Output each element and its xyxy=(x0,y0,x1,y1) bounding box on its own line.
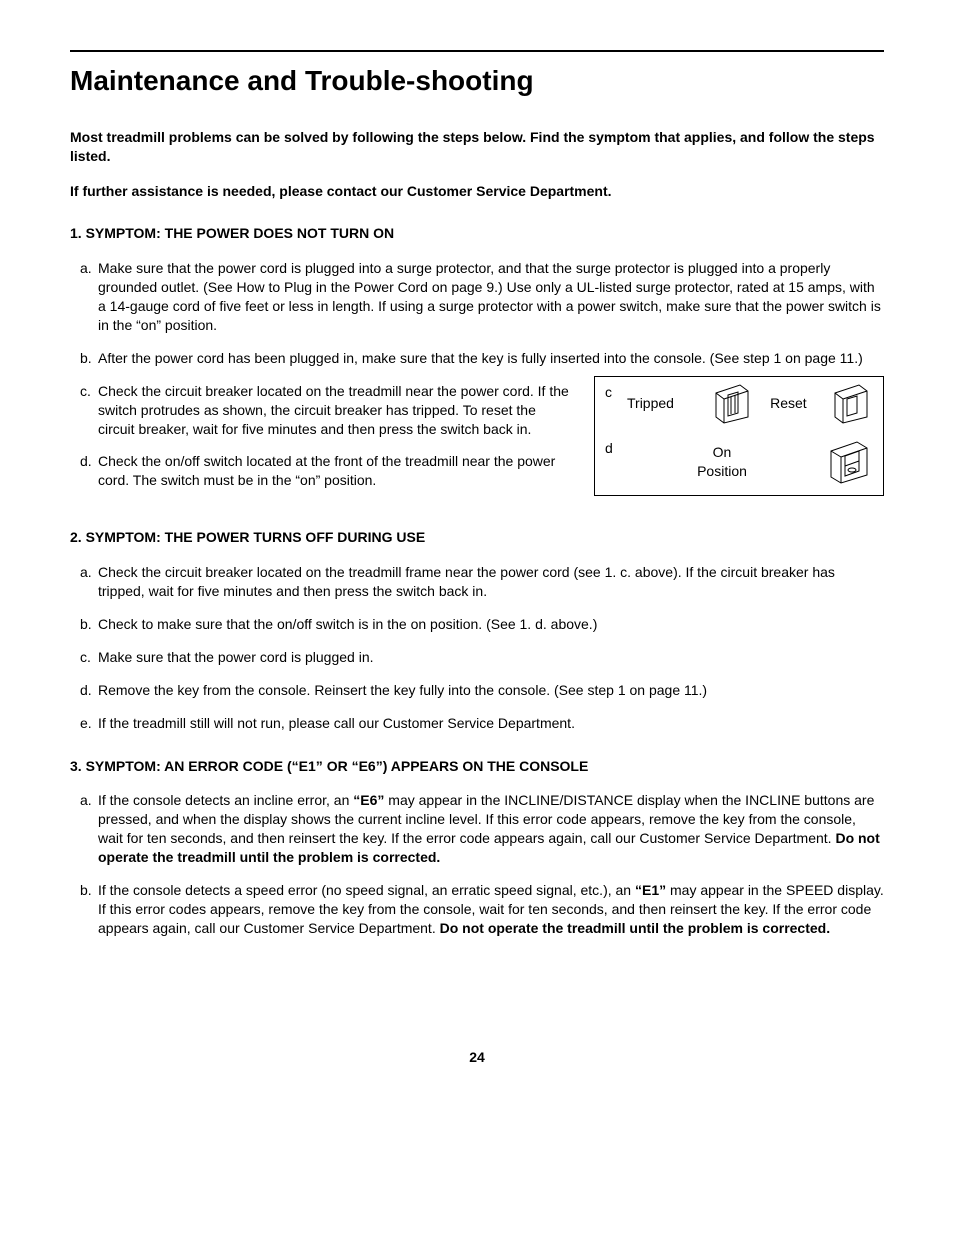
s3-b-pre: If the console detects a speed error (no… xyxy=(98,882,635,898)
on-switch-icon xyxy=(823,439,873,485)
s3-item-a: a.If the console detects an incline erro… xyxy=(98,791,884,867)
s3-b-code: “E1” xyxy=(635,882,666,898)
breaker-tripped-icon xyxy=(710,383,754,425)
s2-item-c: c.Make sure that the power cord is plugg… xyxy=(98,648,884,667)
intro-text: Most treadmill problems can be solved by… xyxy=(70,128,884,166)
fig-d-tag: d xyxy=(605,439,619,458)
symptom-3-head: 3. SYMPTOM: AN ERROR CODE (“E1” OR “E6”)… xyxy=(70,757,884,776)
s2-item-e: e.If the treadmill still will not run, p… xyxy=(98,714,884,733)
s1-item-b: b.After the power cord has been plugged … xyxy=(98,349,884,368)
s2-e-text: If the treadmill still will not run, ple… xyxy=(98,715,575,731)
s1-c-text: Check the circuit breaker located on the… xyxy=(98,383,569,437)
fig-c-reset-label: Reset xyxy=(754,394,823,413)
page-title: Maintenance and Trouble-shooting xyxy=(70,62,884,100)
s3-b-bold: Do not operate the treadmill until the p… xyxy=(440,920,831,936)
s3-item-b: b.If the console detects a speed error (… xyxy=(98,881,884,938)
fig-d-on-label: On Position xyxy=(627,443,817,481)
s2-item-b: b.Check to make sure that the on/off swi… xyxy=(98,615,884,634)
breaker-reset-icon xyxy=(829,383,873,425)
symptom-1-head: 1. SYMPTOM: THE POWER DOES NOT TURN ON xyxy=(70,224,884,243)
s1-a-text: Make sure that the power cord is plugged… xyxy=(98,260,881,333)
figure-box: c Tripped Reset d On Posi xyxy=(594,376,884,496)
s3-a-pre: If the console detects an incline error,… xyxy=(98,792,353,808)
symptom-2-head: 2. SYMPTOM: THE POWER TURNS OFF DURING U… xyxy=(70,528,884,547)
s3-a-code: “E6” xyxy=(353,792,384,808)
s2-item-a: a.Check the circuit breaker located on t… xyxy=(98,563,884,601)
fig-c-tripped-label: Tripped xyxy=(627,394,704,413)
page-number: 24 xyxy=(70,1048,884,1067)
s1-d-text: Check the on/off switch located at the f… xyxy=(98,453,555,488)
s2-b-text: Check to make sure that the on/off switc… xyxy=(98,616,597,632)
s2ща-c-text: Make sure that the power cord is plugged… xyxy=(98,649,374,665)
s1-b-text: After the power cord has been plugged in… xyxy=(98,350,863,366)
s1-item-d: d.Check the on/off switch located at the… xyxy=(98,452,576,490)
s1-item-c: c.Check the circuit breaker located on t… xyxy=(98,382,576,439)
s2-d-text: Remove the key from the console. Reinser… xyxy=(98,682,707,698)
s2-item-d: d.Remove the key from the console. Reins… xyxy=(98,681,884,700)
fig-c-tag: c xyxy=(605,383,619,402)
s2-a-text: Check the circuit breaker located on the… xyxy=(98,564,835,599)
s1-item-a: a.Make sure that the power cord is plugg… xyxy=(98,259,884,335)
assist-text: If further assistance is needed, please … xyxy=(70,182,884,201)
